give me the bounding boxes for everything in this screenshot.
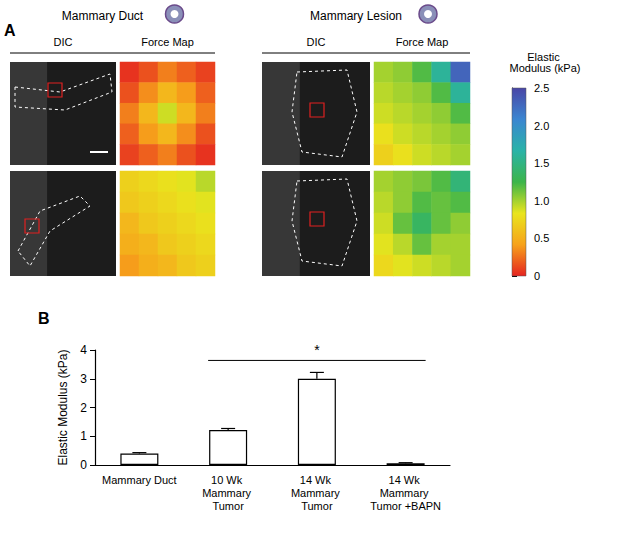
svg-text:Tumor: Tumor (212, 500, 244, 512)
svg-text:0: 0 (80, 458, 87, 472)
svg-text:*: * (314, 342, 320, 358)
svg-text:Modulus (kPa): Modulus (kPa) (510, 62, 581, 74)
svg-text:B: B (38, 310, 50, 327)
svg-text:Elastic: Elastic (527, 50, 563, 63)
svg-text:Tumor +BAPN: Tumor +BAPN (370, 500, 441, 512)
svg-text:3: 3 (80, 372, 87, 386)
svg-text:Tumor: Tumor (301, 500, 333, 512)
svg-text:Mammary: Mammary (291, 487, 343, 499)
svg-text:Mammary Lesion: Mammary Lesion (310, 9, 402, 23)
svg-text:1.5: 1.5 (534, 157, 549, 169)
svg-text:0: 0 (534, 270, 540, 282)
svg-text:2.5: 2.5 (534, 82, 549, 94)
svg-text:4: 4 (80, 343, 87, 357)
svg-text:2.0: 2.0 (534, 120, 549, 132)
svg-text:1.0: 1.0 (534, 195, 549, 207)
svg-text:Force Map: Force Map (141, 36, 194, 48)
svg-text:Mammary Duct: Mammary Duct (62, 9, 144, 23)
svg-text:Mammary: Mammary (202, 487, 254, 499)
svg-text:DIC: DIC (307, 36, 326, 48)
svg-text:DIC: DIC (54, 36, 73, 48)
svg-text:14 Wk: 14 Wk (389, 474, 423, 486)
svg-text:1: 1 (80, 429, 87, 443)
svg-text:10 Wk: 10 Wk (211, 474, 245, 486)
svg-text:Mammary Duct: Mammary Duct (102, 474, 177, 486)
svg-text:Elastic Modulus (kPa): Elastic Modulus (kPa) (56, 349, 70, 465)
svg-text:2: 2 (80, 401, 87, 415)
svg-text:Force Map: Force Map (396, 36, 449, 48)
svg-text:A: A (4, 22, 16, 39)
svg-text:0.5: 0.5 (534, 232, 549, 244)
svg-text:14 Wk: 14 Wk (300, 474, 334, 486)
svg-text:Mammary: Mammary (380, 487, 432, 499)
